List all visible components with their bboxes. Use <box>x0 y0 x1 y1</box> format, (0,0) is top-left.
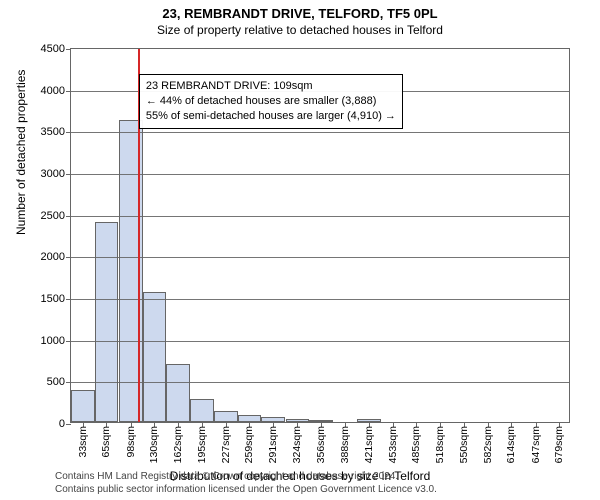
x-tick-label: 614sqm <box>505 426 517 463</box>
histogram-bar <box>214 411 238 422</box>
histogram-bar <box>95 222 119 422</box>
page-subtitle: Size of property relative to detached ho… <box>0 23 600 37</box>
x-tick-label: 388sqm <box>339 426 351 463</box>
page-title: 23, REMBRANDT DRIVE, TELFORD, TF5 0PL <box>0 6 600 21</box>
annotation-box: 23 REMBRANDT DRIVE: 109sqm← 44% of detac… <box>139 74 403 129</box>
histogram-bar <box>143 292 167 422</box>
gridline <box>71 216 569 217</box>
x-tick-label: 98sqm <box>125 426 137 458</box>
y-tick-mark <box>66 299 71 300</box>
y-axis-label: Number of detached properties <box>14 70 28 235</box>
title-block: 23, REMBRANDT DRIVE, TELFORD, TF5 0PL Si… <box>0 0 600 37</box>
y-tick-mark <box>66 341 71 342</box>
x-tick-label: 356sqm <box>315 426 327 463</box>
y-tick-mark <box>66 174 71 175</box>
histogram-bar <box>238 415 262 422</box>
x-tick-label: 485sqm <box>410 426 422 463</box>
histogram-bar <box>71 390 95 422</box>
y-tick-mark <box>66 49 71 50</box>
x-tick-label: 195sqm <box>196 426 208 463</box>
gridline <box>71 257 569 258</box>
y-tick-mark <box>66 216 71 217</box>
annotation-line: 55% of semi-detached houses are larger (… <box>146 109 396 124</box>
y-tick-mark <box>66 257 71 258</box>
footer-line-2: Contains public sector information licen… <box>55 484 437 497</box>
histogram-chart: 05001000150020002500300035004000450033sq… <box>70 48 570 423</box>
x-tick-label: 324sqm <box>291 426 303 463</box>
y-tick-label: 2000 <box>41 251 65 263</box>
x-tick-label: 518sqm <box>434 426 446 463</box>
y-tick-label: 1000 <box>41 335 65 347</box>
x-tick-label: 259sqm <box>243 426 255 463</box>
y-tick-label: 4000 <box>41 85 65 97</box>
gridline <box>71 382 569 383</box>
gridline <box>71 299 569 300</box>
histogram-bar <box>166 364 190 422</box>
y-tick-label: 3000 <box>41 168 65 180</box>
x-tick-label: 162sqm <box>172 426 184 463</box>
gridline <box>71 174 569 175</box>
gridline <box>71 341 569 342</box>
x-tick-label: 679sqm <box>553 426 565 463</box>
annotation-line: ← 44% of detached houses are smaller (3,… <box>146 94 396 109</box>
y-tick-mark <box>66 91 71 92</box>
y-tick-label: 500 <box>47 376 65 388</box>
histogram-bar <box>190 399 214 422</box>
y-tick-label: 4500 <box>41 43 65 55</box>
x-tick-label: 33sqm <box>77 426 89 458</box>
x-tick-label: 130sqm <box>148 426 160 463</box>
x-tick-label: 421sqm <box>363 426 375 463</box>
gridline <box>71 132 569 133</box>
x-tick-label: 65sqm <box>100 426 112 458</box>
x-tick-label: 550sqm <box>458 426 470 463</box>
y-tick-label: 1500 <box>41 293 65 305</box>
x-tick-label: 453sqm <box>387 426 399 463</box>
annotation-line: 23 REMBRANDT DRIVE: 109sqm <box>146 79 396 94</box>
y-tick-mark <box>66 132 71 133</box>
y-tick-label: 3500 <box>41 126 65 138</box>
y-tick-label: 0 <box>59 418 65 430</box>
x-tick-label: 227sqm <box>220 426 232 463</box>
x-tick-label: 647sqm <box>530 426 542 463</box>
x-tick-label: 291sqm <box>267 426 279 463</box>
x-tick-label: 582sqm <box>482 426 494 463</box>
footer-line-1: Contains HM Land Registry data © Crown c… <box>55 471 437 484</box>
y-tick-mark <box>66 382 71 383</box>
y-tick-mark <box>66 424 71 425</box>
y-tick-label: 2500 <box>41 210 65 222</box>
footer-attribution: Contains HM Land Registry data © Crown c… <box>55 471 437 496</box>
